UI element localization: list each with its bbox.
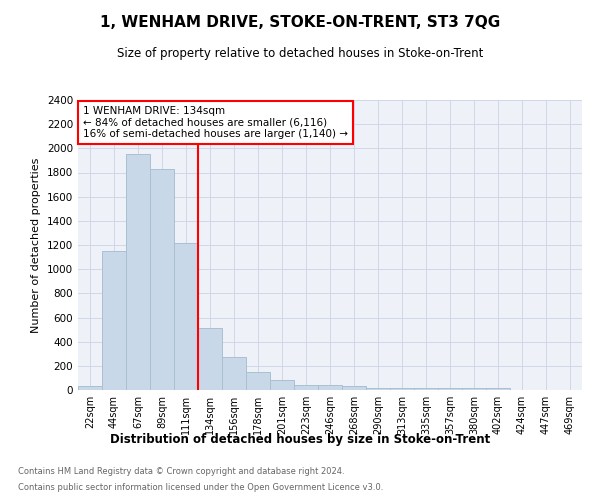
Text: Contains public sector information licensed under the Open Government Licence v3: Contains public sector information licen… xyxy=(18,482,383,492)
Bar xyxy=(318,385,342,390)
Bar xyxy=(222,358,246,390)
Bar xyxy=(150,169,174,390)
Bar xyxy=(102,251,126,390)
Bar xyxy=(414,388,438,390)
Text: Size of property relative to detached houses in Stoke-on-Trent: Size of property relative to detached ho… xyxy=(117,48,483,60)
Bar xyxy=(486,388,510,390)
Y-axis label: Number of detached properties: Number of detached properties xyxy=(31,158,41,332)
Bar xyxy=(294,384,318,390)
Text: Distribution of detached houses by size in Stoke-on-Trent: Distribution of detached houses by size … xyxy=(110,432,490,446)
Bar xyxy=(366,388,390,390)
Bar xyxy=(78,386,102,390)
Bar xyxy=(462,388,486,390)
Text: 1, WENHAM DRIVE, STOKE-ON-TRENT, ST3 7QG: 1, WENHAM DRIVE, STOKE-ON-TRENT, ST3 7QG xyxy=(100,15,500,30)
Bar xyxy=(126,154,150,390)
Bar xyxy=(438,388,462,390)
Bar xyxy=(246,372,270,390)
Bar xyxy=(270,380,294,390)
Bar xyxy=(198,328,222,390)
Text: 1 WENHAM DRIVE: 134sqm
← 84% of detached houses are smaller (6,116)
16% of semi-: 1 WENHAM DRIVE: 134sqm ← 84% of detached… xyxy=(83,106,348,139)
Bar xyxy=(390,388,414,390)
Bar xyxy=(342,386,366,390)
Text: Contains HM Land Registry data © Crown copyright and database right 2024.: Contains HM Land Registry data © Crown c… xyxy=(18,468,344,476)
Bar xyxy=(174,242,198,390)
